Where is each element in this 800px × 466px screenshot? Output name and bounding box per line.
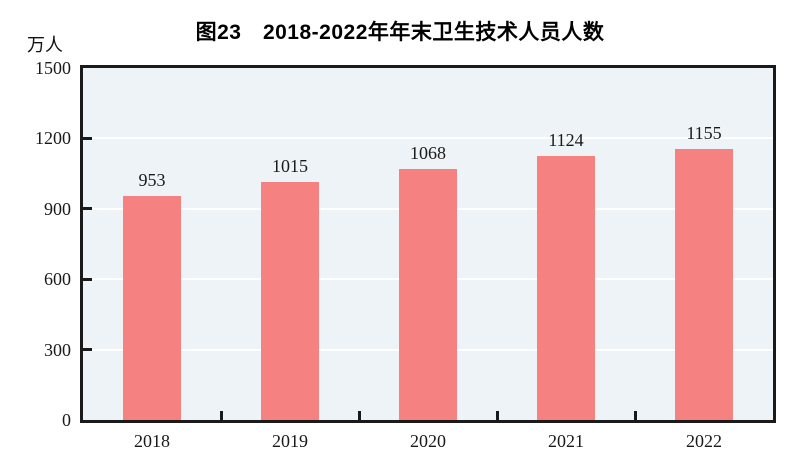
y-axis-tick xyxy=(83,348,92,352)
y-axis-tick-label: 300 xyxy=(44,339,71,360)
bar-value-label: 1068 xyxy=(410,143,446,164)
y-axis-tick xyxy=(83,136,92,140)
x-axis-tick-label: 2020 xyxy=(410,431,446,451)
x-axis-tick-label: 2019 xyxy=(272,431,308,451)
bar xyxy=(399,169,457,420)
bar xyxy=(123,196,181,420)
chart-title: 图23 2018-2022年年末卫生技术人员人数 xyxy=(195,21,605,44)
y-axis-tick xyxy=(83,207,92,211)
plot-area: 953 1015 1068 1124 1155 xyxy=(80,65,776,423)
x-axis-tick-label: 2018 xyxy=(134,431,170,451)
bar xyxy=(675,148,733,420)
y-axis-unit-label: 万人 xyxy=(27,35,63,55)
x-axis-tick xyxy=(495,411,499,420)
y-axis-tick-label: 1500 xyxy=(35,58,71,78)
y-axis-tick xyxy=(83,277,92,281)
x-axis-tick-label: 2021 xyxy=(548,431,584,451)
x-axis-tick xyxy=(219,411,223,420)
x-axis-tick xyxy=(633,411,637,420)
bar-value-label: 1155 xyxy=(686,122,722,143)
y-axis-tick-label: 1200 xyxy=(35,128,71,149)
x-axis-tick xyxy=(357,411,361,420)
y-axis-tick-label: 0 xyxy=(62,410,71,430)
bar-value-label: 1124 xyxy=(548,130,584,151)
bar xyxy=(537,156,595,420)
bar-value-label: 1015 xyxy=(272,155,308,176)
bar-value-label: 953 xyxy=(138,170,166,191)
bar xyxy=(261,181,319,420)
x-axis-tick-label: 2022 xyxy=(686,431,722,451)
y-axis-tick-label: 600 xyxy=(44,269,71,290)
y-axis-tick-label: 900 xyxy=(44,198,71,219)
gridline xyxy=(83,137,773,140)
